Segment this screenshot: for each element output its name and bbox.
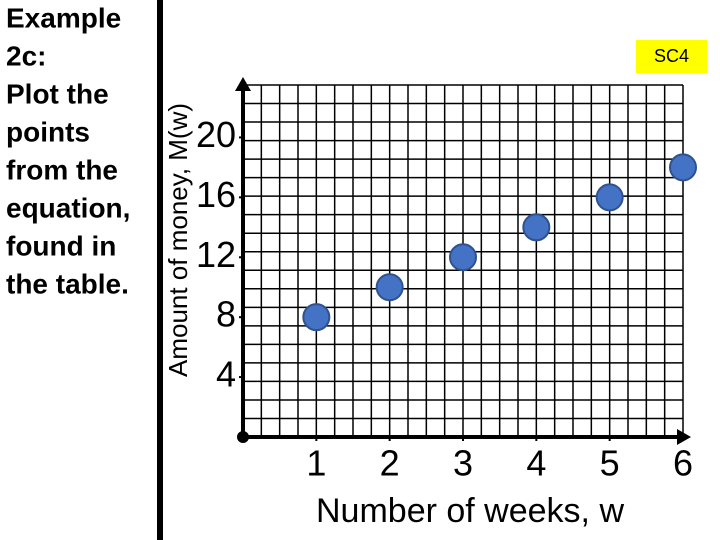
side-text: from the [6, 154, 118, 185]
point [375, 273, 404, 302]
x-tick-label: 3 [453, 443, 473, 484]
side-text: Example [6, 2, 121, 33]
badge-box [636, 40, 707, 73]
x-tick-label: 1 [306, 443, 326, 484]
point [669, 153, 697, 182]
side-text: Plot the [6, 78, 109, 109]
y-tick-label: 20 [196, 114, 236, 155]
x-tick-label: 5 [600, 443, 620, 484]
side-text: the table. [6, 268, 129, 299]
y-tick-label: 16 [196, 174, 236, 215]
x-tick-label: 6 [673, 443, 693, 484]
origin [237, 431, 249, 443]
point [302, 303, 331, 332]
badge: SC4 [654, 46, 689, 66]
side-text: points [6, 116, 90, 147]
y-axis-arrow [235, 77, 251, 91]
x-axis-label: Number of weeks, w [316, 492, 624, 530]
x-tick-label: 2 [380, 443, 400, 484]
y-tick-label: 4 [216, 354, 236, 395]
point [522, 213, 551, 242]
y-axis-label: Amount of money, M(w) [163, 103, 193, 377]
point [449, 243, 477, 272]
x-tick-label: 4 [526, 443, 546, 484]
side-text: equation, [6, 192, 130, 223]
y-tick-label: 12 [196, 234, 236, 275]
y-tick-label: 8 [216, 294, 236, 335]
side-text: found in [6, 230, 116, 261]
side-text: 2c: [6, 40, 46, 71]
point [595, 183, 624, 212]
